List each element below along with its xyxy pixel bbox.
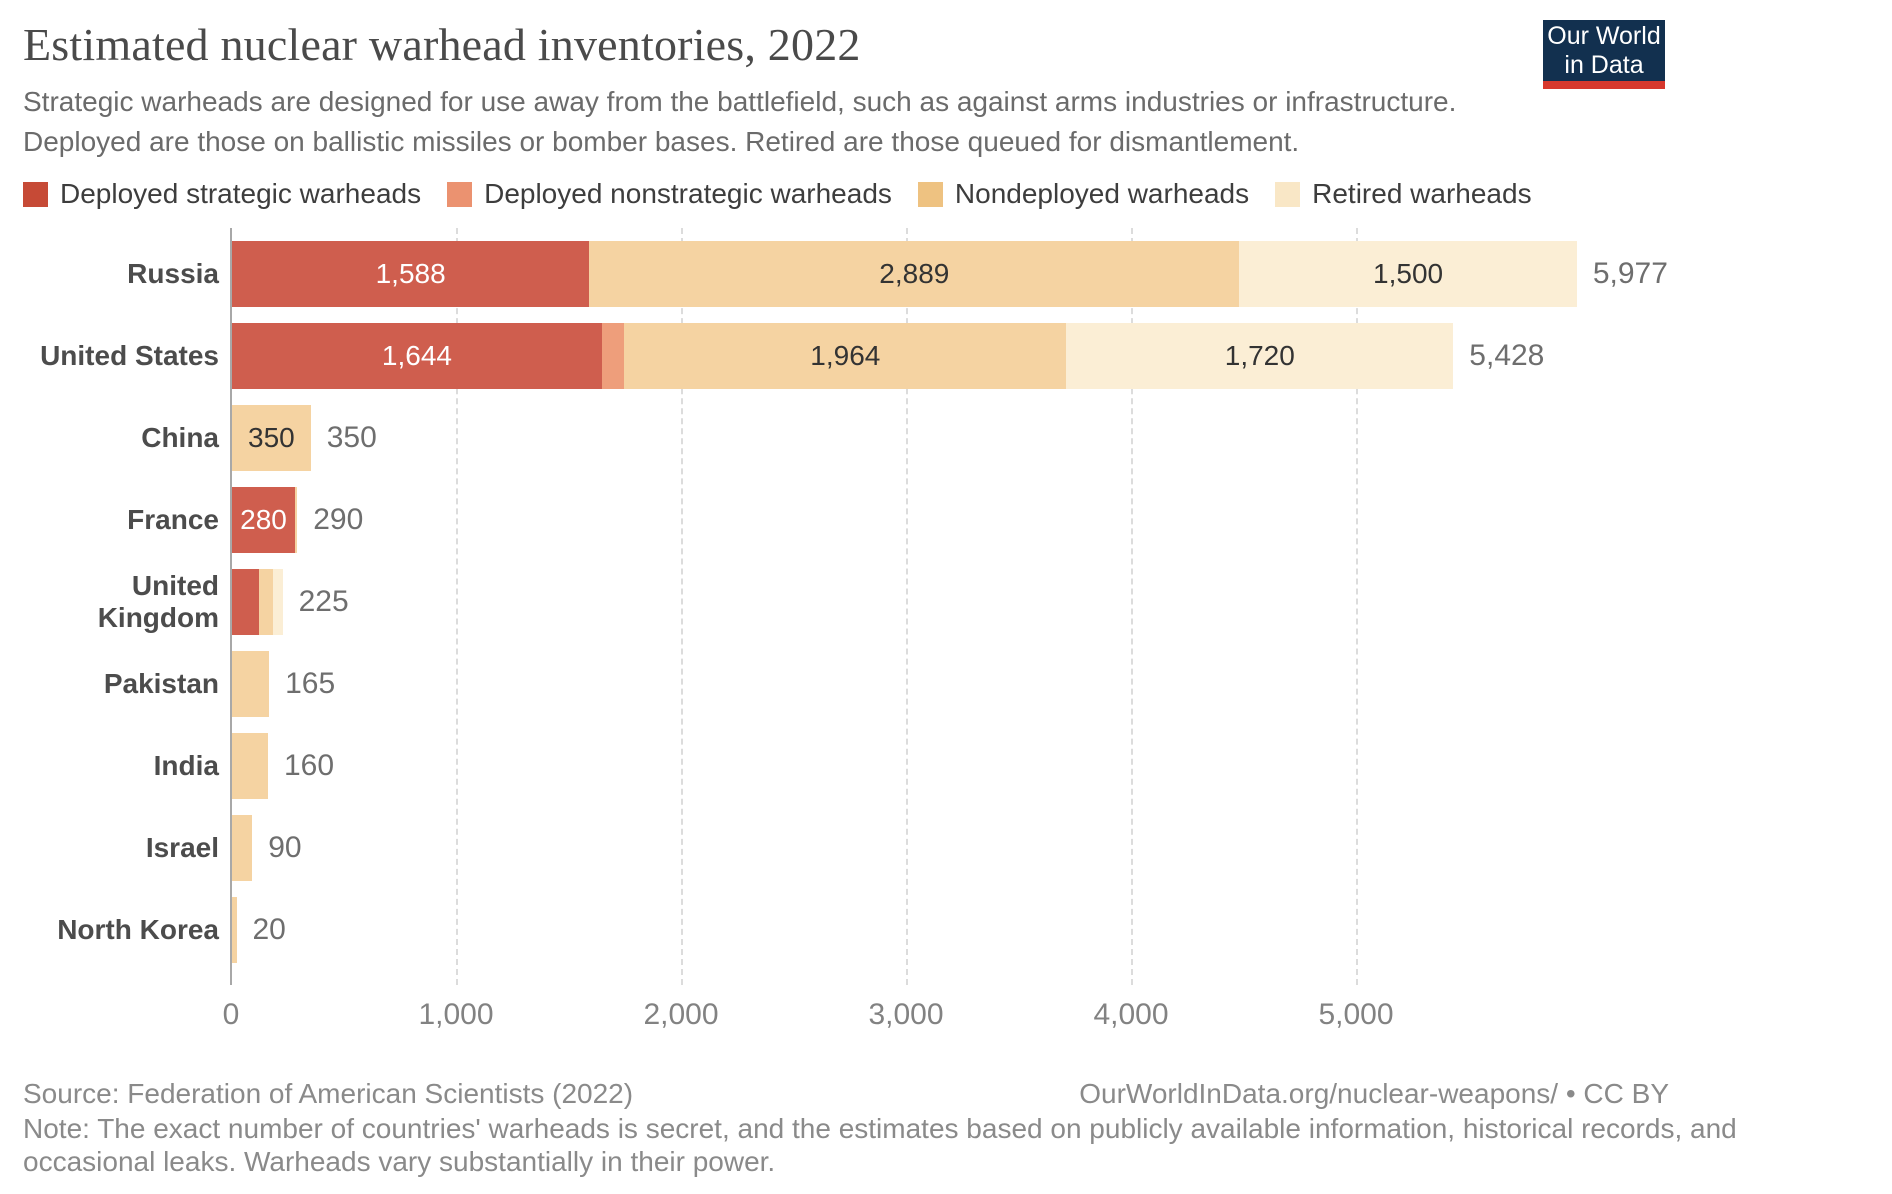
legend-swatch-icon <box>1275 181 1301 207</box>
bar-total-label: 160 <box>284 749 335 782</box>
legend-swatch-icon <box>23 181 48 207</box>
source-text: Source: Federation of American Scientist… <box>23 1078 634 1109</box>
bar-segment[interactable]: 1,588 <box>232 241 590 307</box>
gridline <box>1356 228 1358 985</box>
country-label: United States <box>40 340 219 371</box>
bar-segment[interactable]: 280 <box>232 487 295 553</box>
bar-value-label: 1,644 <box>381 340 452 371</box>
bar-segment[interactable] <box>232 733 268 799</box>
owid-logo: Our World in Data <box>1543 20 1665 89</box>
bar-value-label: 350 <box>248 422 295 453</box>
country-label: India <box>153 750 219 781</box>
bar-total-label: 90 <box>268 831 302 864</box>
bar-value-label: 280 <box>240 504 287 535</box>
country-label: Pakistan <box>103 668 219 699</box>
owid-logo-line2: in Data <box>1564 50 1644 79</box>
legend-label: Deployed strategic warheads <box>60 178 422 209</box>
legend-label: Nondeployed warheads <box>954 178 1250 209</box>
chart-legend: Deployed strategic warheads Deployed non… <box>23 178 1532 210</box>
bar-segment[interactable] <box>259 569 273 635</box>
gridline <box>681 228 683 985</box>
country-label: China <box>141 422 219 453</box>
x-axis-tick-label: 3,000 <box>868 998 944 1031</box>
page-title: Estimated nuclear warhead inventories, 2… <box>23 19 861 70</box>
country-label: Russia <box>127 258 219 289</box>
bar-segment[interactable]: 350 <box>232 405 311 471</box>
bar-segment[interactable]: 1,964 <box>624 323 1067 389</box>
country-label: United Kingdom <box>97 570 219 633</box>
legend-swatch-icon <box>917 181 943 207</box>
x-axis-tick-label: 0 <box>222 998 240 1031</box>
owid-logo-line1: Our World <box>1547 21 1661 50</box>
legend-item-retired: Retired warheads <box>1275 178 1532 210</box>
bar-value-label: 1,500 <box>1373 258 1444 289</box>
note-text: Note: The exact number of countries' war… <box>23 1113 1737 1177</box>
country-label: France <box>127 504 219 535</box>
chart-subtitle: Strategic warheads are designed for use … <box>23 86 1457 157</box>
country-label: Israel <box>145 832 219 863</box>
bar-total-label: 20 <box>252 913 286 946</box>
zero-axis-line <box>230 228 232 985</box>
legend-label: Deployed nonstrategic warheads <box>484 178 892 209</box>
gridline <box>906 228 908 985</box>
bar-value-label: 1,964 <box>810 340 881 371</box>
bar-total-label: 350 <box>326 421 377 454</box>
x-axis-tick-label: 4,000 <box>1093 998 1169 1031</box>
bar-segment[interactable]: 1,720 <box>1066 323 1454 389</box>
legend-item-deployed-strategic: Deployed strategic warheads <box>23 178 421 210</box>
bar-value-label: 1,588 <box>375 258 446 289</box>
bar-segment[interactable] <box>232 651 270 717</box>
legend-swatch-icon <box>447 181 473 207</box>
bar-segment[interactable] <box>232 815 253 881</box>
bar-segment[interactable] <box>232 897 237 963</box>
bar-total-label: 225 <box>298 585 349 618</box>
gridline <box>456 228 458 985</box>
bar-total-label: 5,428 <box>1469 339 1545 372</box>
country-label: North Korea <box>57 914 219 945</box>
bar-segment[interactable] <box>295 487 298 553</box>
x-axis-tick-label: 2,000 <box>643 998 719 1031</box>
gridline <box>1131 228 1133 985</box>
bar-segment[interactable]: 2,889 <box>589 241 1240 307</box>
bar-value-label: 1,720 <box>1224 340 1295 371</box>
bar-total-label: 290 <box>313 503 364 536</box>
bar-segment[interactable]: 1,500 <box>1239 241 1577 307</box>
bar-segment[interactable] <box>601 323 625 389</box>
bar-total-label: 165 <box>285 667 336 700</box>
bar-value-label: 2,889 <box>879 258 950 289</box>
bar-segment[interactable] <box>272 569 283 635</box>
bar-segment[interactable]: 1,644 <box>232 323 602 389</box>
x-axis-tick-label: 1,000 <box>418 998 494 1031</box>
x-axis-tick-label: 5,000 <box>1318 998 1394 1031</box>
bar-segment[interactable] <box>232 569 259 635</box>
legend-item-nondeployed: Nondeployed warheads <box>917 178 1250 210</box>
legend-item-deployed-nonstrategic: Deployed nonstrategic warheads <box>447 178 892 210</box>
bar-total-label: 5,977 <box>1592 257 1668 290</box>
owid-citation-link[interactable]: OurWorldInData.org/nuclear-weapons/ • CC… <box>1079 1078 1669 1109</box>
legend-label: Retired warheads <box>1312 178 1532 209</box>
